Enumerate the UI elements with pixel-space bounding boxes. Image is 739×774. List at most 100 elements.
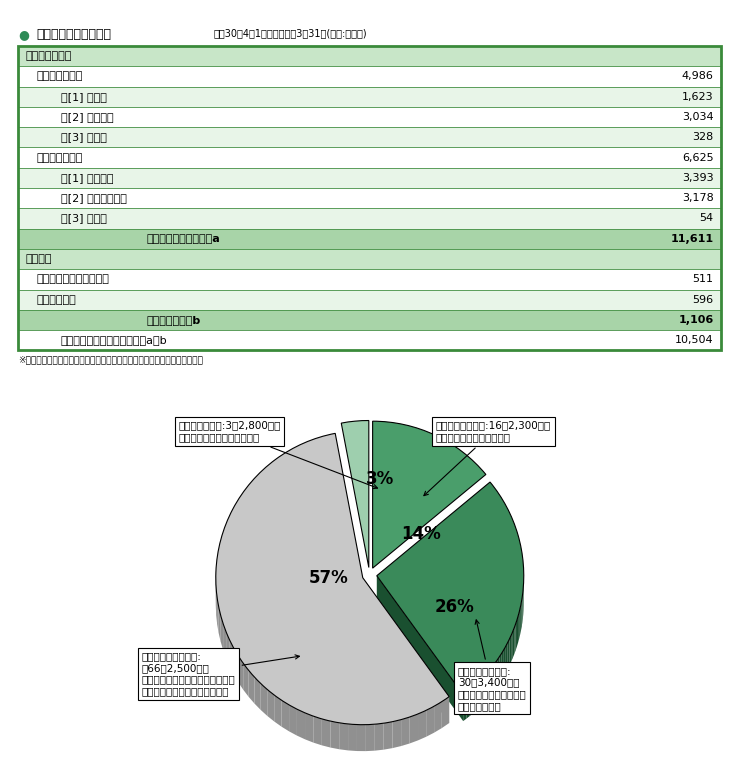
Polygon shape	[476, 682, 479, 711]
Text: 経常収益: 経常収益	[25, 254, 52, 264]
Polygon shape	[238, 656, 243, 690]
Polygon shape	[254, 677, 261, 710]
Bar	[18, 188, 721, 208]
Text: 物にかかるコスト:
30億3,400万円
物件費や減価償却費など
にかかるコスト: 物にかかるコスト: 30億3,400万円 物件費や減価償却費など にかかるコスト	[457, 620, 526, 711]
Text: 14%: 14%	[401, 525, 441, 543]
Polygon shape	[463, 692, 466, 721]
Polygon shape	[297, 709, 305, 739]
Text: 人にかかるコスト:16億2,300万円
人件費などにかかるコスト: 人にかかるコスト:16億2,300万円 人件費などにかかるコスト	[424, 420, 551, 495]
Text: 11,611: 11,611	[670, 234, 714, 244]
Polygon shape	[479, 679, 482, 708]
Polygon shape	[482, 676, 485, 705]
Polygon shape	[348, 724, 357, 751]
Bar	[18, 330, 721, 351]
Text: 26%: 26%	[435, 598, 474, 616]
Text: その他のコスト:3億2,800万円
支払利息などにかかるコスト: その他のコスト:3億2,800万円 支払利息などにかかるコスト	[178, 420, 378, 488]
Text: 3,034: 3,034	[682, 112, 714, 122]
Polygon shape	[339, 723, 348, 751]
Bar	[18, 208, 721, 228]
Polygon shape	[234, 648, 238, 682]
Text: 3,393: 3,393	[682, 173, 714, 183]
Polygon shape	[384, 721, 392, 750]
Text: （１）使用料及び手数料: （１）使用料及び手数料	[36, 274, 109, 284]
Bar	[18, 147, 721, 168]
Polygon shape	[268, 690, 274, 721]
Text: ※四捨五入による端数処理のため合計値が一致していない場合があります。: ※四捨五入による端数処理のため合計値が一致していない場合があります。	[18, 356, 203, 365]
Polygon shape	[305, 713, 313, 742]
Bar	[18, 67, 721, 87]
Bar	[18, 46, 721, 67]
Wedge shape	[216, 433, 449, 724]
Text: 1,623: 1,623	[682, 91, 714, 101]
Bar	[18, 228, 721, 249]
Polygon shape	[221, 615, 223, 650]
Wedge shape	[341, 420, 369, 567]
Polygon shape	[418, 711, 426, 741]
Bar	[18, 127, 721, 147]
Text: 移転支出的なコスト:
　66億2,500万円
社会保障給付費や補助金等、他会
計への支出などにかかるコスト: 移転支出的なコスト: 66億2,500万円 社会保障給付費や補助金等、他会 計へ…	[142, 651, 299, 696]
Text: （２）移転費用: （２）移転費用	[36, 152, 83, 163]
Polygon shape	[504, 646, 505, 676]
Polygon shape	[363, 577, 449, 723]
Text: 10,504: 10,504	[675, 335, 714, 345]
Text: [2] 社会保障給付: [2] 社会保障給付	[61, 194, 127, 204]
Text: （１）業務費用: （１）業務費用	[36, 71, 83, 81]
Text: 経常収益合計　b: 経常収益合計 b	[146, 315, 200, 325]
Polygon shape	[375, 723, 384, 751]
Polygon shape	[217, 598, 219, 633]
Polygon shape	[517, 616, 518, 646]
Polygon shape	[505, 642, 508, 673]
Text: [1] 補助金等: [1] 補助金等	[61, 173, 113, 183]
Text: 経常行政コスト合計　a: 経常行政コスト合計 a	[146, 234, 219, 244]
Bar	[18, 107, 721, 127]
Wedge shape	[377, 482, 524, 694]
Bar	[18, 87, 721, 107]
Polygon shape	[495, 660, 497, 690]
Polygon shape	[490, 666, 492, 696]
Polygon shape	[492, 663, 495, 693]
Text: ●: ●	[18, 29, 30, 42]
Polygon shape	[223, 624, 226, 659]
Bar	[18, 310, 721, 330]
Text: （差引）純経常行政コスト　a－b: （差引）純経常行政コスト a－b	[61, 335, 168, 345]
Text: 1,106: 1,106	[678, 315, 714, 325]
Polygon shape	[409, 714, 418, 744]
Polygon shape	[289, 705, 297, 735]
Polygon shape	[330, 721, 339, 749]
Polygon shape	[261, 683, 268, 716]
Polygon shape	[226, 632, 230, 666]
Text: [1] 人件費: [1] 人件費	[61, 91, 106, 101]
Text: 54: 54	[699, 214, 714, 224]
Bar	[18, 269, 721, 289]
Polygon shape	[466, 690, 469, 718]
Polygon shape	[313, 716, 321, 745]
Polygon shape	[243, 663, 248, 697]
Polygon shape	[487, 670, 490, 699]
Polygon shape	[230, 640, 234, 675]
Polygon shape	[274, 695, 282, 727]
Polygon shape	[392, 720, 401, 748]
Text: 6,625: 6,625	[682, 152, 714, 163]
Text: 328: 328	[692, 132, 714, 142]
Polygon shape	[509, 635, 511, 666]
Polygon shape	[282, 700, 289, 731]
Text: 57%: 57%	[308, 569, 348, 587]
Polygon shape	[514, 624, 516, 654]
Text: [3] その他: [3] その他	[61, 214, 106, 224]
Text: 596: 596	[692, 295, 714, 305]
Polygon shape	[518, 612, 520, 642]
Polygon shape	[485, 673, 487, 702]
Text: 3,178: 3,178	[682, 194, 714, 204]
Polygon shape	[469, 687, 473, 716]
Polygon shape	[248, 670, 254, 704]
Polygon shape	[500, 653, 502, 683]
Polygon shape	[520, 604, 521, 635]
Bar	[18, 168, 721, 188]
Bar	[18, 249, 721, 269]
Polygon shape	[513, 628, 514, 658]
Text: 3%: 3%	[366, 471, 394, 488]
Text: 連結行政コスト計算書: 連結行政コスト計算書	[36, 29, 111, 42]
Polygon shape	[434, 702, 442, 733]
Polygon shape	[473, 684, 476, 714]
Polygon shape	[442, 697, 449, 728]
